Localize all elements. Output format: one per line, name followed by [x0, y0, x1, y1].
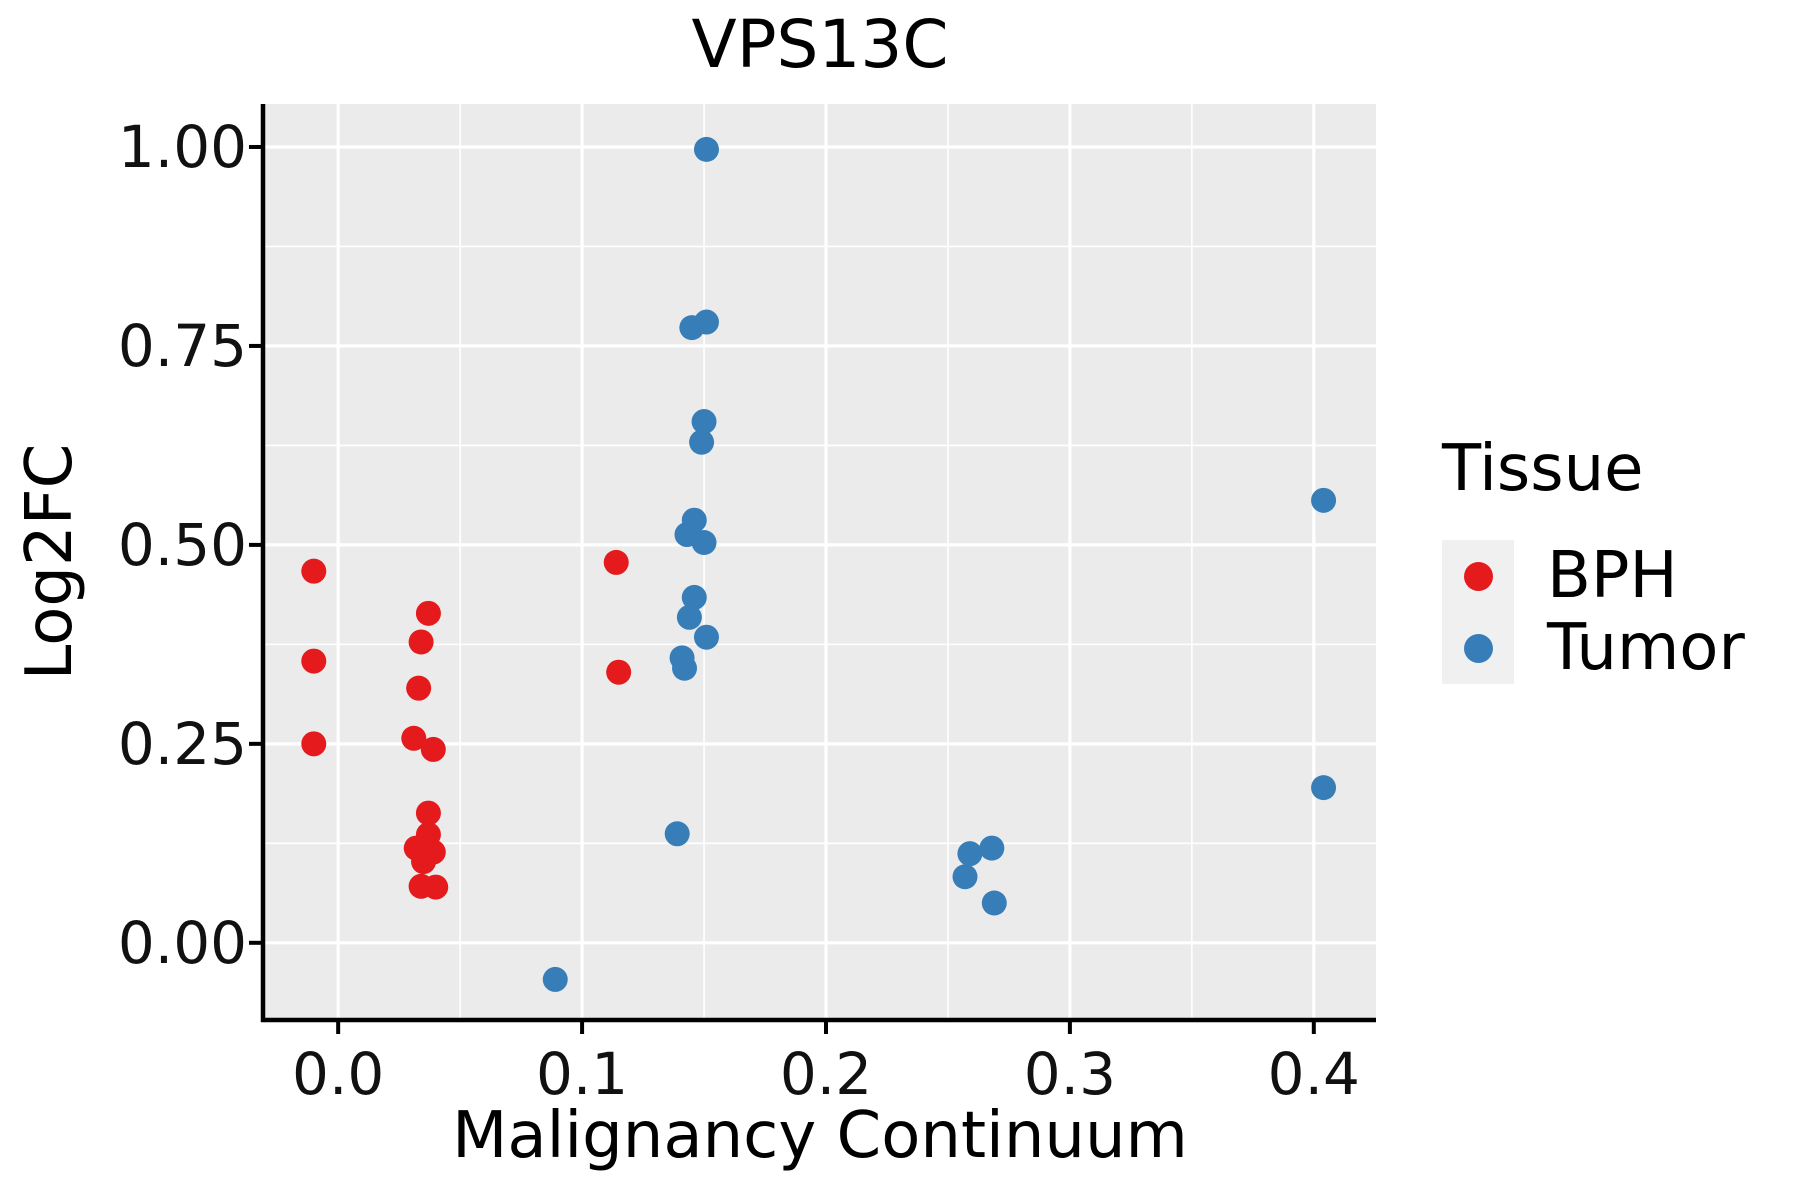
- legend: Tissue BPH Tumor: [1442, 434, 1745, 684]
- data-point-bph: [406, 675, 432, 701]
- data-point-bph: [301, 558, 327, 584]
- data-point-tumor: [693, 309, 719, 335]
- legend-key-bph: [1442, 540, 1514, 612]
- data-point-tumor: [693, 624, 719, 650]
- y-tick-label: 1.00: [117, 112, 247, 181]
- data-point-tumor: [693, 136, 719, 162]
- data-point-bph: [411, 849, 437, 875]
- data-point-bph: [301, 731, 327, 757]
- y-tick-label: 0.50: [117, 510, 247, 579]
- x-axis-title: Malignancy Continuum: [452, 1099, 1188, 1173]
- legend-label-bph: BPH: [1547, 539, 1678, 613]
- y-tick-label: 0.00: [117, 908, 247, 977]
- legend-entry-bph: BPH: [1442, 540, 1745, 612]
- data-point-bph: [301, 648, 327, 674]
- data-point-tumor: [676, 604, 702, 630]
- data-point-tumor: [1311, 775, 1337, 801]
- data-point-tumor: [952, 864, 978, 890]
- data-point-bph: [415, 600, 441, 626]
- legend-key-tumor: [1442, 612, 1514, 684]
- x-tick-label: 0.2: [779, 1040, 873, 1108]
- data-point-tumor: [664, 821, 690, 847]
- data-point-tumor: [1311, 487, 1337, 513]
- data-point-tumor: [691, 530, 717, 556]
- legend-title: Tissue: [1442, 432, 1644, 506]
- data-point-bph: [603, 549, 629, 575]
- data-point-bph: [415, 800, 441, 826]
- y-tick-label: 0.75: [117, 311, 247, 380]
- x-tick-label: 0.1: [535, 1040, 629, 1108]
- data-point-tumor: [979, 835, 1005, 861]
- data-point-tumor: [957, 841, 983, 867]
- legend-entry-tumor: Tumor: [1442, 612, 1745, 684]
- panel-background: [265, 104, 1376, 1020]
- data-point-tumor: [691, 409, 717, 435]
- bph-dot-icon: [1463, 561, 1493, 591]
- x-tick-label: 0.0: [292, 1040, 385, 1108]
- x-tick-label: 0.4: [1267, 1040, 1360, 1108]
- data-point-tumor: [672, 655, 698, 681]
- x-tick-label: 0.3: [1023, 1040, 1117, 1108]
- data-point-bph: [401, 725, 427, 751]
- data-point-bph: [606, 659, 632, 685]
- y-tick-label: 0.25: [117, 709, 247, 778]
- plot-title: VPS13C: [691, 6, 949, 83]
- data-point-tumor: [981, 890, 1007, 916]
- data-point-bph: [423, 874, 449, 900]
- data-point-tumor: [681, 584, 707, 610]
- data-point-bph: [408, 629, 434, 655]
- data-point-tumor: [542, 966, 568, 992]
- data-point-bph: [420, 736, 446, 762]
- legend-label-tumor: Tumor: [1547, 611, 1745, 685]
- data-point-tumor: [689, 429, 715, 455]
- tumor-dot-icon: [1463, 633, 1493, 663]
